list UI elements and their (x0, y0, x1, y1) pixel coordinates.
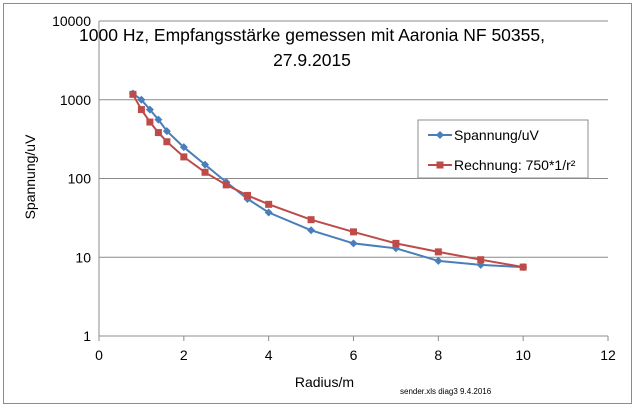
data-point (129, 90, 137, 98)
y-tick-label: 1000 (60, 92, 91, 108)
y-tick-label: 1 (83, 328, 91, 344)
data-point (349, 239, 358, 248)
data-point (307, 216, 315, 224)
data-point (243, 191, 251, 199)
data-point (519, 263, 527, 271)
legend-entry: Spannung/uV (428, 127, 540, 143)
data-point (154, 129, 162, 137)
data-point (264, 208, 273, 217)
legend-entry: Rechnung: 750*1/r² (428, 157, 576, 173)
legend-label: Spannung/uV (454, 127, 540, 143)
chart: 1000 Hz, Empfangsstärke gemessen mit Aar… (22, 13, 616, 396)
data-point (350, 228, 357, 236)
legend: Spannung/uV Rechnung: 750*1/r² (417, 119, 589, 179)
data-point (201, 168, 209, 176)
legend-marker (436, 161, 444, 169)
x-tick-label: 4 (265, 347, 273, 363)
data-point (477, 256, 485, 264)
data-point (154, 115, 163, 124)
x-tick-label: 2 (180, 347, 188, 363)
footnote: sender.xls diag3 9.4.2016 (400, 387, 492, 396)
data-point (307, 226, 316, 235)
chart-frame: 1000 Hz, Empfangsstärke gemessen mit Aar… (3, 3, 632, 404)
legend-box (417, 119, 589, 179)
data-point (222, 181, 230, 189)
x-tick-label: 6 (350, 347, 358, 363)
chart-title-line-2: 27.9.2015 (273, 50, 351, 70)
series-1 (128, 89, 528, 272)
data-point (145, 105, 154, 114)
series-area (128, 89, 528, 272)
x-tick-label: 10 (515, 347, 531, 363)
x-tick-label: 0 (95, 347, 103, 363)
data-point (180, 153, 188, 161)
data-point (434, 248, 442, 256)
y-axis-title: Spannung/uV (22, 134, 38, 220)
series-2 (129, 90, 527, 271)
y-tick-label: 10000 (52, 13, 91, 29)
chart-title-line-1: 1000 Hz, Empfangsstärke gemessen mit Aar… (79, 25, 545, 45)
data-point (201, 160, 210, 169)
series-line (132, 93, 524, 269)
data-point (265, 200, 273, 208)
y-tick-labels: 1 10 100 1000 10000 (52, 13, 91, 344)
legend-marker (436, 131, 444, 139)
x-tick-label: 8 (434, 347, 442, 363)
data-point (163, 138, 171, 146)
y-tick-label: 100 (68, 171, 92, 187)
y-tick-label: 10 (75, 249, 91, 265)
data-point (146, 118, 154, 126)
x-axis-title: Radius/m (295, 374, 354, 390)
x-tick-labels: 0 2 4 6 8 10 12 (95, 336, 616, 363)
data-point (434, 256, 443, 265)
legend-label: Rechnung: 750*1/r² (454, 157, 576, 173)
data-point (179, 143, 188, 152)
data-point (137, 95, 146, 104)
data-point (392, 239, 400, 247)
x-tick-label: 12 (600, 347, 616, 363)
data-point (137, 106, 145, 114)
